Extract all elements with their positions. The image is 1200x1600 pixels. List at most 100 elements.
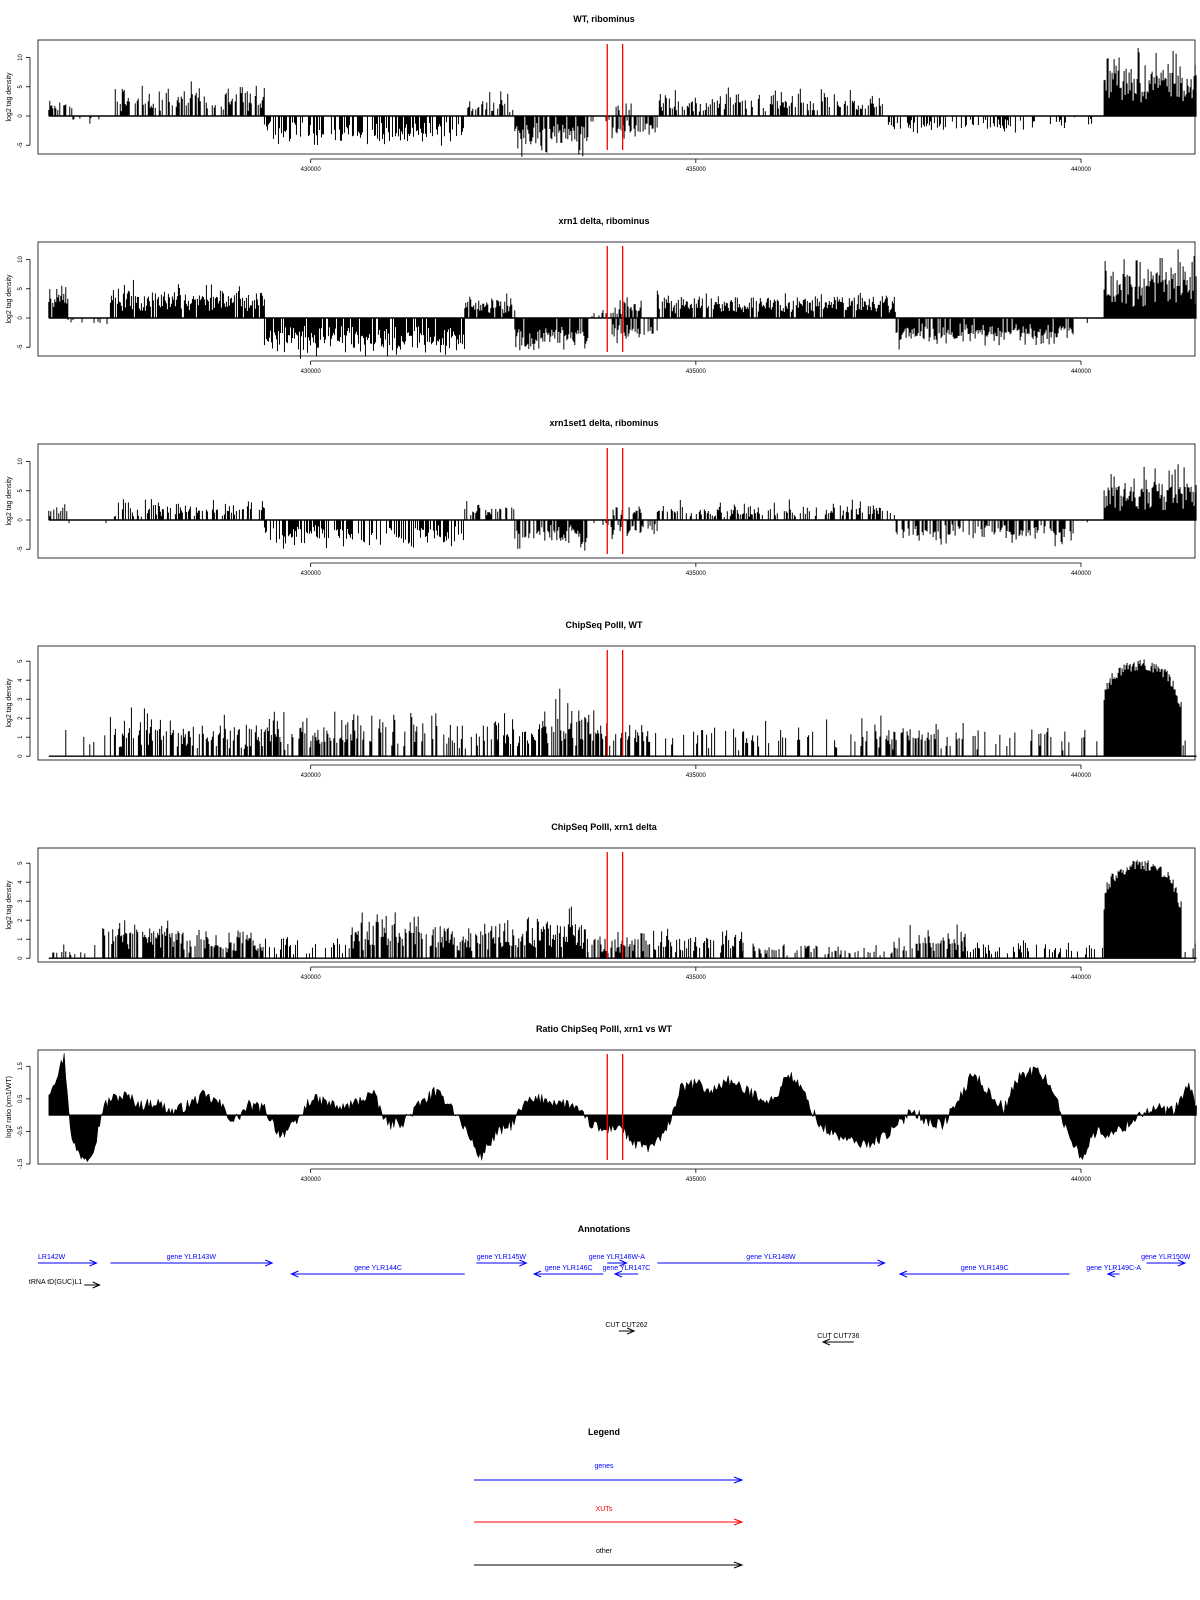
plot-frame	[37, 443, 1196, 559]
x-tick-label: 435000	[686, 167, 707, 173]
feature-arrowhead	[877, 1259, 886, 1267]
signal-bars	[65, 659, 1186, 757]
signal-bars	[48, 48, 1197, 157]
y-tick-label: 4	[18, 678, 24, 682]
signal-bars	[48, 249, 1197, 359]
y-tick-label: 0	[18, 316, 24, 320]
y-tick-label: -1.5	[18, 1158, 24, 1169]
signal-bars	[48, 464, 1197, 551]
x-tick-label: 430000	[301, 167, 322, 173]
feature-label: gene YLR150W	[1141, 1254, 1191, 1261]
y-tick-label: -0.5	[18, 1126, 24, 1137]
plot-frame	[37, 39, 1196, 155]
feature-arrowhead	[619, 1259, 628, 1267]
feature-gene-ylr149c: gene YLR149C	[898, 1265, 1070, 1278]
y-tick-label: 10	[18, 458, 24, 465]
signal-bars	[52, 860, 1196, 959]
feature-gene-ylr146w-a: gene YLR146W-A	[589, 1254, 645, 1267]
feature-label: gene YLR146C	[545, 1265, 593, 1272]
feature-gene-ylr143w: gene YLR143W	[110, 1254, 274, 1267]
feature-arrowhead	[1177, 1259, 1187, 1267]
y-tick-label: -5	[18, 344, 24, 350]
x-tick-label: 440000	[1071, 167, 1092, 173]
y-tick-label: 5	[18, 488, 24, 492]
chart-title: xrn1set1 delta, ribominus	[549, 418, 658, 428]
legend-arrowhead-genes	[733, 1476, 744, 1484]
legend-arrowhead-xuts	[733, 1518, 744, 1526]
plot-frame	[37, 645, 1196, 761]
x-tick-label: 435000	[686, 571, 707, 577]
x-tick-label: 430000	[301, 773, 322, 779]
feature-cut-cut736: CUT CUT736	[817, 1333, 860, 1346]
feature-label: gene YLR146W-A	[589, 1254, 645, 1261]
chart-panel-6: Ratio ChipSeq PolII, xrn1 vs WT log2 rati…	[6, 1024, 1197, 1183]
y-axis-label: log2 tag density	[6, 476, 13, 526]
y-tick-label: -5	[18, 546, 24, 552]
feature-label: LR142W	[38, 1254, 66, 1261]
y-tick-label: 0	[18, 114, 24, 118]
y-tick-label: 10	[18, 256, 24, 263]
x-tick-label: 430000	[301, 369, 322, 375]
feature-arrowhead	[89, 1259, 98, 1267]
legend-item-genes: genes	[474, 1463, 744, 1484]
feature-cut-cut262: CUT CUT262	[605, 1322, 648, 1335]
y-tick-label: 1	[18, 735, 24, 739]
plot-frame	[37, 847, 1196, 963]
chart-panel-3: xrn1set1 delta, ribominus log2 tag densit…	[6, 418, 1197, 577]
y-axis-label: log2 tag density	[6, 678, 13, 728]
y-tick-label: 2	[18, 716, 24, 720]
legend-arrowhead-other	[733, 1561, 744, 1569]
y-tick-label: 3	[18, 697, 24, 701]
x-tick-label: 440000	[1071, 571, 1092, 577]
feature-trna-td-guc-l1: tRNA tD(GUC)L1	[29, 1279, 101, 1289]
y-tick-label: 5	[18, 861, 24, 865]
legend-title: Legend	[588, 1427, 620, 1437]
feature-arrowhead	[290, 1270, 299, 1278]
y-axis-label: log2 ratio (xrn1/WT)	[6, 1076, 13, 1138]
feature-gene-ylr150w: gene YLR150W	[1141, 1254, 1191, 1267]
feature-arrowhead	[821, 1338, 831, 1346]
chart-title: xrn1 delta, ribominus	[558, 216, 649, 226]
feature-arrowhead	[532, 1270, 542, 1278]
feature-arrowhead	[519, 1259, 528, 1267]
x-tick-label: 435000	[686, 1177, 707, 1183]
feature-arrowhead	[613, 1270, 623, 1278]
y-tick-label: 2	[18, 918, 24, 922]
y-tick-label: 0	[18, 518, 24, 522]
y-axis-label: log2 tag density	[6, 880, 13, 930]
y-axis-label: log2 tag density	[6, 274, 13, 324]
plot-frame	[37, 241, 1196, 357]
chart-title: ChipSeq PolII, xrn1 delta	[551, 822, 658, 832]
feature-gene-ylr144c: gene YLR144C	[290, 1265, 465, 1278]
chart-title: WT, ribominus	[573, 14, 635, 24]
y-tick-label: 1	[18, 937, 24, 941]
feature-gene-ylr149c-a: gene YLR149C-A	[1086, 1265, 1141, 1278]
legend-label-other: other	[596, 1548, 613, 1555]
feature-gene-ylr146c: gene YLR146C	[532, 1265, 604, 1278]
legend-label-xuts: XUTs	[596, 1506, 613, 1513]
x-tick-label: 435000	[686, 975, 707, 981]
feature-label: tRNA tD(GUC)L1	[29, 1279, 82, 1286]
y-tick-label: -5	[18, 142, 24, 148]
legend-label-genes: genes	[594, 1463, 614, 1470]
y-tick-label: 0	[18, 754, 24, 758]
chart-title: ChipSeq PolII, WT	[566, 620, 643, 630]
legend-item-xuts: XUTs	[474, 1506, 744, 1526]
feature-label: gene YLR149C	[961, 1265, 1009, 1272]
y-tick-label: 4	[18, 880, 24, 884]
feature-label: gene YLR144C	[354, 1265, 402, 1272]
x-tick-label: 430000	[301, 1177, 322, 1183]
feature-label: gene YLR143W	[167, 1254, 217, 1261]
feature-label: CUT CUT262	[605, 1322, 647, 1329]
x-tick-label: 430000	[301, 571, 322, 577]
feature-arrowhead	[264, 1259, 274, 1267]
feature-gene-ylr145w: gene YLR145W	[476, 1254, 528, 1267]
x-tick-label: 435000	[686, 773, 707, 779]
chart-panel-2: xrn1 delta, ribominus log2 tag density -5 0…	[6, 216, 1197, 375]
feature-arrowhead	[898, 1270, 908, 1278]
chart-panel-4: ChipSeq PolII, WT log2 tag density 0 1 2 3 4 5 4…	[6, 620, 1197, 779]
plot-frame	[37, 1049, 1196, 1165]
feature-label: gene YLR148W	[746, 1254, 796, 1261]
feature-label: gene YLR149C-A	[1086, 1265, 1141, 1272]
